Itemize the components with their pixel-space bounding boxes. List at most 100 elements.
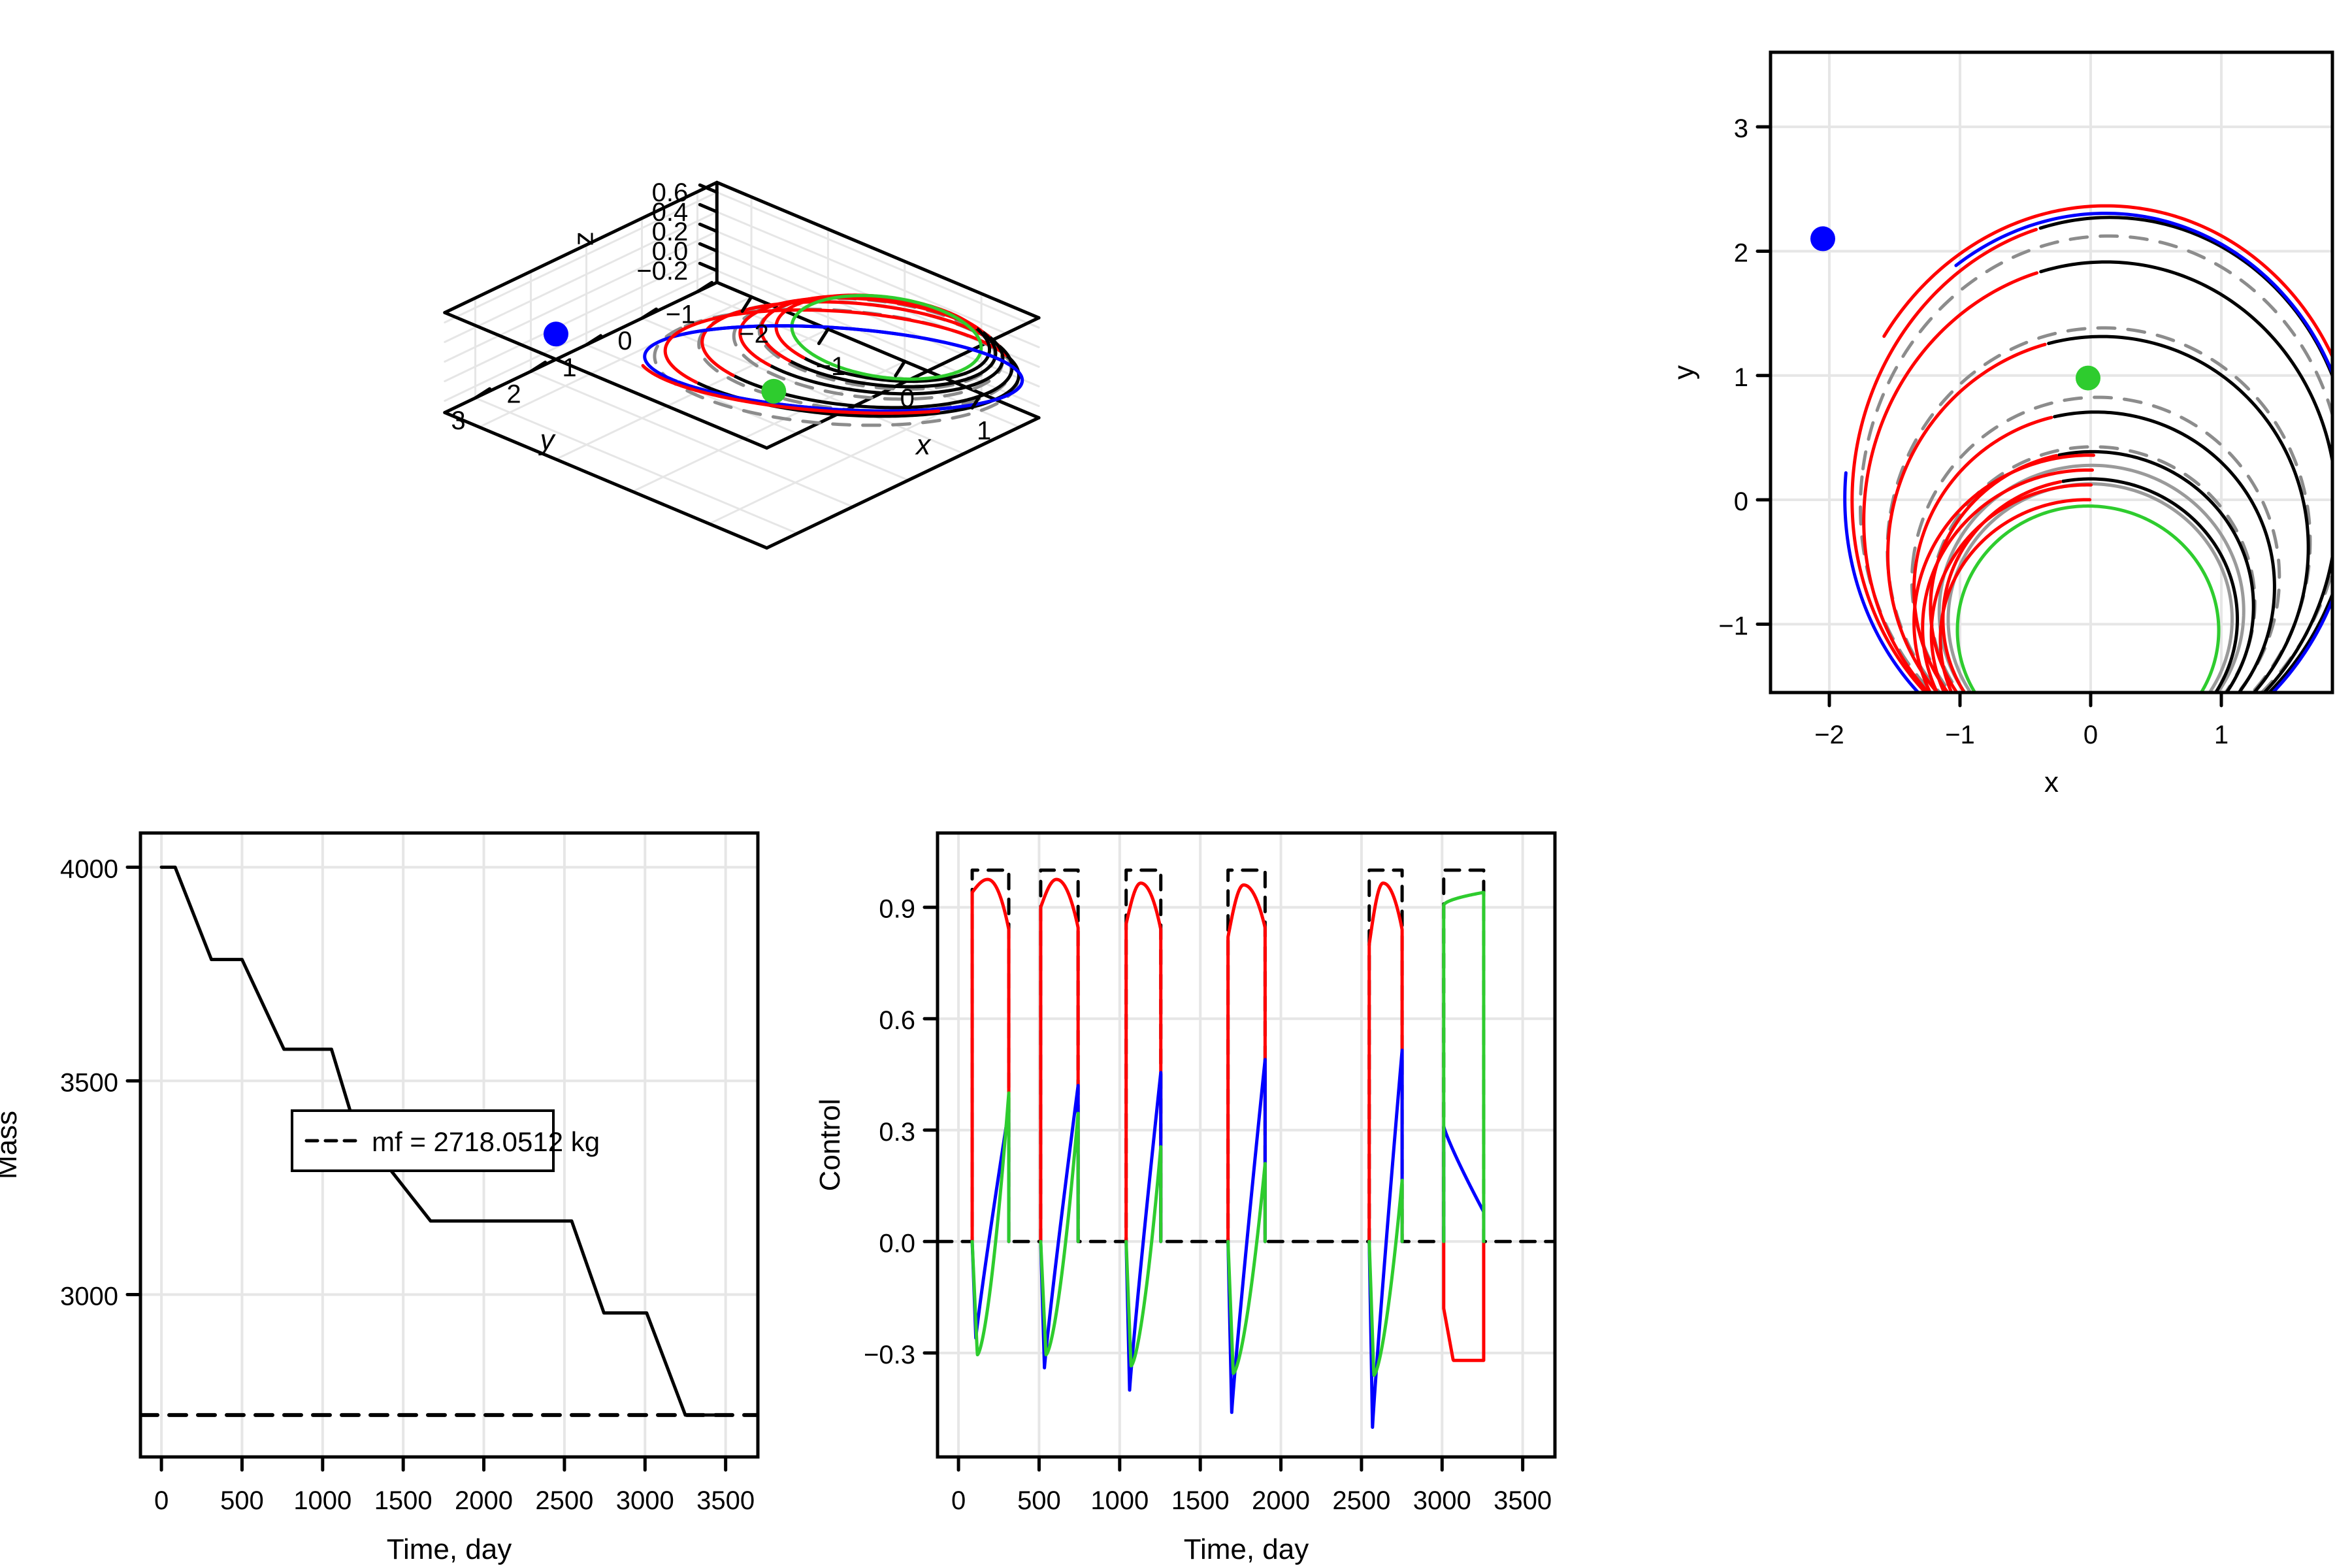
final-orbit-xy <box>1955 504 2221 693</box>
svg-text:1: 1 <box>1734 363 1748 392</box>
ux-curve <box>1226 883 1267 1243</box>
svg-text:0.6: 0.6 <box>652 178 689 207</box>
svg-text:0: 0 <box>951 1486 966 1515</box>
svg-text:3000: 3000 <box>60 1282 118 1311</box>
uz-curve <box>1442 890 1486 1243</box>
svg-text:1: 1 <box>2214 721 2229 749</box>
svg-text:2000: 2000 <box>455 1486 513 1515</box>
svg-text:−1: −1 <box>1945 721 1975 749</box>
svg-text:−1: −1 <box>666 300 696 329</box>
y-axis-label-3d: y <box>538 424 557 456</box>
plot-control-group: 0 500 1000 1500 2000 2500 3000 3500 −0.3 0.0 0.3 0.… <box>814 831 1557 1565</box>
axes-xy: −2 −1 0 1 −1 0 1 2 3 x y <box>1668 114 2229 798</box>
arrival-point-marker <box>761 378 787 404</box>
coast-arc-3d <box>803 327 992 384</box>
thrust-arc-xy <box>1850 227 2038 693</box>
svg-text:3: 3 <box>1734 114 1748 143</box>
plot-xy-background <box>1771 52 2332 693</box>
coast-arc-3d <box>789 330 998 389</box>
uz-curve <box>1039 1111 1080 1357</box>
initial-orbit-3d <box>682 324 1024 413</box>
mass-legend-label: mf = 2718.0512 kg <box>372 1126 600 1157</box>
thrust-arc-xy <box>1886 342 2047 693</box>
svg-text:−2: −2 <box>1814 721 1844 749</box>
uz-curve <box>1367 1179 1404 1377</box>
reference-orbit-3d <box>732 297 1004 401</box>
thrust-arc-xy <box>1929 483 2093 693</box>
thrust-arc-xy <box>1862 271 2039 693</box>
final-orbit-3d <box>790 293 983 381</box>
coast-arc-xy <box>2047 335 2310 693</box>
thrust-arc-xy <box>1921 468 2095 693</box>
uz-curve <box>1226 1162 1267 1375</box>
uy-curve <box>1442 1124 1486 1243</box>
uy-curve <box>1367 1049 1404 1429</box>
panel-control-history: 0 500 1000 1500 2000 2500 3000 3500 −0.3 0.0 0.3 0.… <box>804 804 1588 1565</box>
thrust-arc-xy <box>1882 204 2332 361</box>
y-axis-label-control: Control <box>814 1099 846 1192</box>
grid-xy <box>1769 51 2334 694</box>
svg-text:3500: 3500 <box>696 1486 755 1515</box>
thrust-arc-xy <box>1938 498 2092 693</box>
trajectory-3d-canvas: −0.20.00.20.40.6 z −1 0 1 2 3 y −2 −1 0 1 x <box>443 178 1041 550</box>
axes-mass: 0 500 1000 1500 2000 2500 3000 3500 3000 3500 4000… <box>0 855 755 1565</box>
plot-xy-frame <box>1769 50 2334 694</box>
svg-text:3500: 3500 <box>60 1068 118 1097</box>
uz-curve <box>1124 1145 1163 1368</box>
svg-text:−2: −2 <box>739 319 769 348</box>
control-history-canvas: 0 500 1000 1500 2000 2500 3000 3500 −0.3 0.0 0.3 0.… <box>814 831 1557 1565</box>
ux-curve <box>1124 881 1163 1243</box>
plot-control-frame <box>936 831 1557 1459</box>
thrust-arc-xy <box>1929 453 2059 693</box>
plot-mass-frame <box>139 831 760 1459</box>
mass-curve <box>159 865 731 1417</box>
svg-text:2500: 2500 <box>535 1486 593 1515</box>
plot-control-background <box>938 833 1555 1457</box>
svg-text:0.3: 0.3 <box>879 1118 915 1147</box>
departure-point-marker <box>1810 226 1835 252</box>
plot3d-group: −0.20.00.20.40.6 z −1 0 1 2 3 y −2 −1 0 1 x <box>443 178 1041 550</box>
departure-point-marker <box>543 321 568 347</box>
svg-text:2000: 2000 <box>1252 1486 1310 1515</box>
plot-mass-group: 0 500 1000 1500 2000 2500 3000 3500 3000 3500 4000… <box>0 831 760 1565</box>
svg-text:2500: 2500 <box>1332 1486 1390 1515</box>
uy-curve <box>1039 1084 1080 1370</box>
svg-text:4000: 4000 <box>60 855 118 883</box>
mass-legend: mf = 2718.0512 kg <box>291 1109 600 1172</box>
svg-text:500: 500 <box>1017 1486 1061 1515</box>
thrust-arc-xy <box>1912 453 2096 693</box>
ux-curve <box>1367 881 1404 1243</box>
y-axis-label-xy: y <box>1668 365 1700 380</box>
svg-text:0: 0 <box>617 327 632 355</box>
coast-arc-xy <box>2053 410 2276 693</box>
x-axis-label-xy: x <box>2044 766 2059 798</box>
svg-text:0.2: 0.2 <box>652 218 689 246</box>
svg-text:−0.3: −0.3 <box>864 1341 915 1369</box>
arrival-point-marker <box>2076 365 2100 391</box>
svg-text:3000: 3000 <box>1413 1486 1471 1515</box>
svg-text:3500: 3500 <box>1494 1486 1552 1515</box>
svg-text:1: 1 <box>562 353 576 382</box>
initial-orbit-xy <box>1843 211 2332 693</box>
thrust-arc-3d <box>641 364 941 415</box>
svg-text:−1: −1 <box>816 352 846 381</box>
svg-text:0.0: 0.0 <box>652 237 689 266</box>
svg-text:2: 2 <box>1734 238 1748 267</box>
reference-orbit-3d <box>697 300 1013 414</box>
panel-trajectory-3d: −0.2 0.0 0.2 0.4 0.6 z −1 0 1 2 3 y −2 −1 0 1 x <box>0 0 1437 784</box>
x-axis-label-control: Time, day <box>1184 1533 1309 1565</box>
trajectory-xy-curves <box>1843 204 2332 693</box>
uz-curve <box>970 1091 1011 1357</box>
svg-text:0: 0 <box>1734 487 1748 516</box>
trajectory-xy-canvas: −2 −1 0 1 −1 0 1 2 3 x y <box>1668 50 2334 798</box>
y-axis-label-mass: Mass <box>0 1111 23 1179</box>
box-edges-3d <box>443 180 1041 550</box>
svg-text:0: 0 <box>2083 721 2098 749</box>
axes-3d: −0.20.00.20.40.6 z −1 0 1 2 3 y −2 −1 0 1 x <box>451 178 991 461</box>
throttle-curve <box>938 868 1555 1243</box>
svg-text:1: 1 <box>977 416 991 445</box>
reference-orbit-xy <box>1937 463 2246 693</box>
svg-text:0.0: 0.0 <box>879 1229 915 1258</box>
coast-arc-xy <box>2057 449 2255 693</box>
coast-arc-xy <box>2038 216 2332 693</box>
